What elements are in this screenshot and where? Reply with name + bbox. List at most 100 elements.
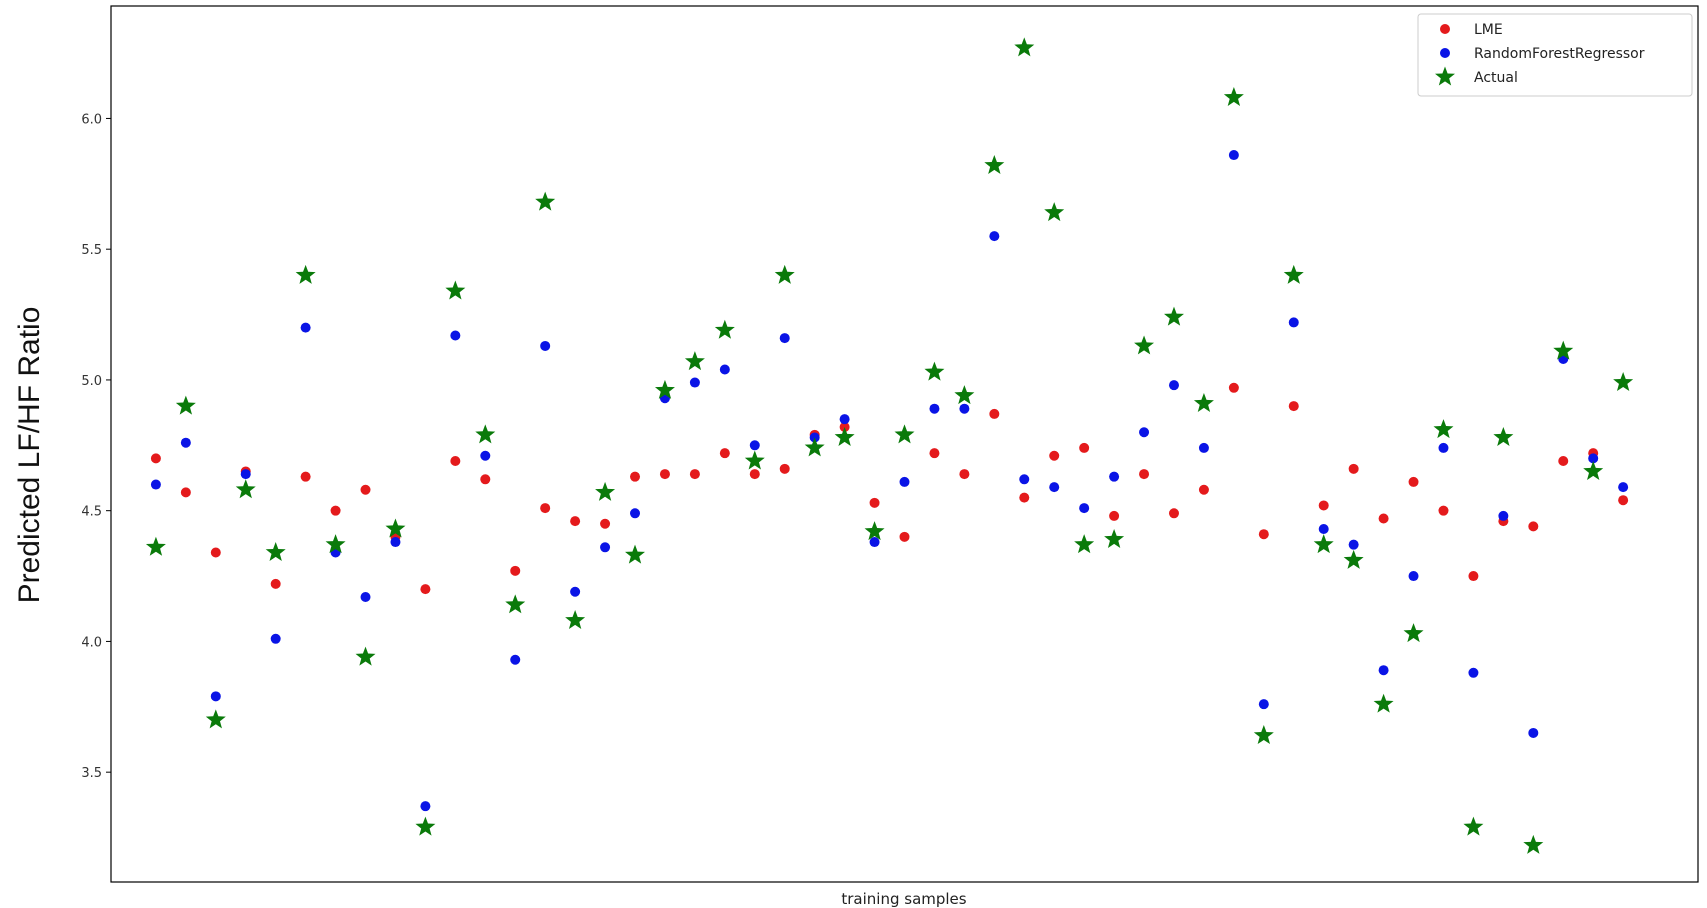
lme-point: [1079, 442, 1090, 453]
rf-point: [240, 469, 251, 480]
actual-point: [1193, 392, 1214, 412]
rf-point: [150, 479, 161, 490]
rf-point: [1109, 471, 1120, 482]
rf-point: [779, 333, 790, 344]
rf-point: [719, 364, 730, 375]
actual-point: [205, 709, 226, 729]
rf-point: [300, 322, 311, 333]
actual-point: [1613, 372, 1634, 392]
rf-point: [510, 654, 521, 665]
actual-point: [175, 395, 196, 415]
y-tick-label: 5.0: [81, 374, 102, 389]
actual-point: [864, 521, 885, 541]
legend: LME RandomForestRegressor Actual: [1417, 13, 1693, 97]
rf-point: [1288, 317, 1299, 328]
rf-point: [929, 403, 940, 414]
actual-point: [744, 450, 765, 470]
rf-point: [839, 414, 850, 425]
actual-point: [475, 424, 496, 444]
lme-point: [210, 547, 221, 558]
legend-dot-icon: [1440, 48, 1450, 58]
rf-point: [1049, 482, 1060, 493]
lme-point: [150, 453, 161, 464]
actual-point: [145, 536, 166, 556]
rf-point: [869, 537, 880, 548]
lme-point: [1198, 484, 1209, 495]
rf-point: [600, 542, 611, 553]
rf-point: [570, 586, 581, 597]
actual-point: [1313, 534, 1334, 554]
lme-point: [1468, 571, 1479, 582]
actual-point: [445, 280, 466, 300]
actual-point: [1253, 725, 1274, 745]
actual-point: [894, 424, 915, 444]
actual-point: [1523, 834, 1544, 854]
lme-point: [300, 471, 311, 482]
lme-point: [1318, 500, 1329, 511]
rf-point: [1258, 699, 1269, 710]
rf-point: [390, 537, 401, 548]
lme-point: [719, 448, 730, 459]
lme-point: [929, 448, 940, 459]
rf-point: [540, 340, 551, 351]
rf-point: [899, 476, 910, 487]
rf-point: [989, 231, 1000, 242]
actual-point: [1433, 419, 1454, 439]
actual-point: [235, 479, 256, 499]
actual-point: [1403, 623, 1424, 643]
rf-point: [1168, 380, 1179, 391]
lme-point: [480, 474, 491, 485]
lme-point: [420, 584, 431, 595]
lme-point: [869, 497, 880, 508]
lme-point: [360, 484, 371, 495]
legend-label: RandomForestRegressor: [1474, 46, 1645, 62]
rf-point: [1228, 150, 1239, 161]
lme-point: [749, 469, 760, 480]
rf-point: [450, 330, 461, 341]
y-tick-label: 4.0: [81, 635, 102, 650]
actual-point: [325, 534, 346, 554]
actual-point: [1164, 306, 1184, 326]
rf-point: [1378, 665, 1389, 676]
actual-point: [565, 610, 586, 629]
actual-point: [1553, 340, 1574, 360]
actual-point: [1373, 693, 1394, 713]
lme-point: [779, 463, 790, 474]
lme-point: [1019, 492, 1030, 503]
lme-point: [1139, 469, 1150, 480]
actual-point: [295, 264, 316, 284]
lme-point: [659, 469, 670, 480]
rf-point: [749, 440, 760, 451]
lme-point: [1378, 513, 1389, 524]
actual-point: [1493, 426, 1514, 446]
y-axis-label: Predicted LF/HF Ratio: [13, 307, 46, 604]
lme-point: [959, 469, 970, 480]
series-randomforestregressor: [150, 150, 1629, 812]
lme-point: [330, 505, 341, 516]
rf-point: [1198, 442, 1209, 453]
x-axis-label: training samples: [841, 890, 966, 908]
rf-point: [1498, 510, 1509, 521]
actual-point: [385, 518, 406, 538]
rf-point: [1408, 571, 1419, 582]
actual-point: [1583, 460, 1604, 480]
y-tick-label: 6.0: [81, 112, 102, 127]
actual-point: [1283, 264, 1304, 284]
actual-point: [1104, 528, 1125, 548]
lme-point: [1438, 505, 1449, 516]
data-points: [145, 37, 1634, 854]
lme-point: [180, 487, 191, 498]
legend-label: Actual: [1474, 70, 1518, 86]
actual-point: [684, 351, 705, 371]
legend-star-icon: [1435, 66, 1455, 86]
lme-point: [1228, 382, 1239, 393]
lme-point: [1558, 455, 1569, 466]
legend-box: [1417, 13, 1693, 97]
rf-point: [210, 691, 221, 702]
y-axis: 3.5 4.0 4.5 5.0 5.5 6.0: [81, 112, 111, 781]
rf-point: [270, 633, 281, 644]
actual-point: [1343, 549, 1364, 569]
rf-point: [1528, 727, 1539, 738]
rf-point: [1468, 667, 1479, 678]
